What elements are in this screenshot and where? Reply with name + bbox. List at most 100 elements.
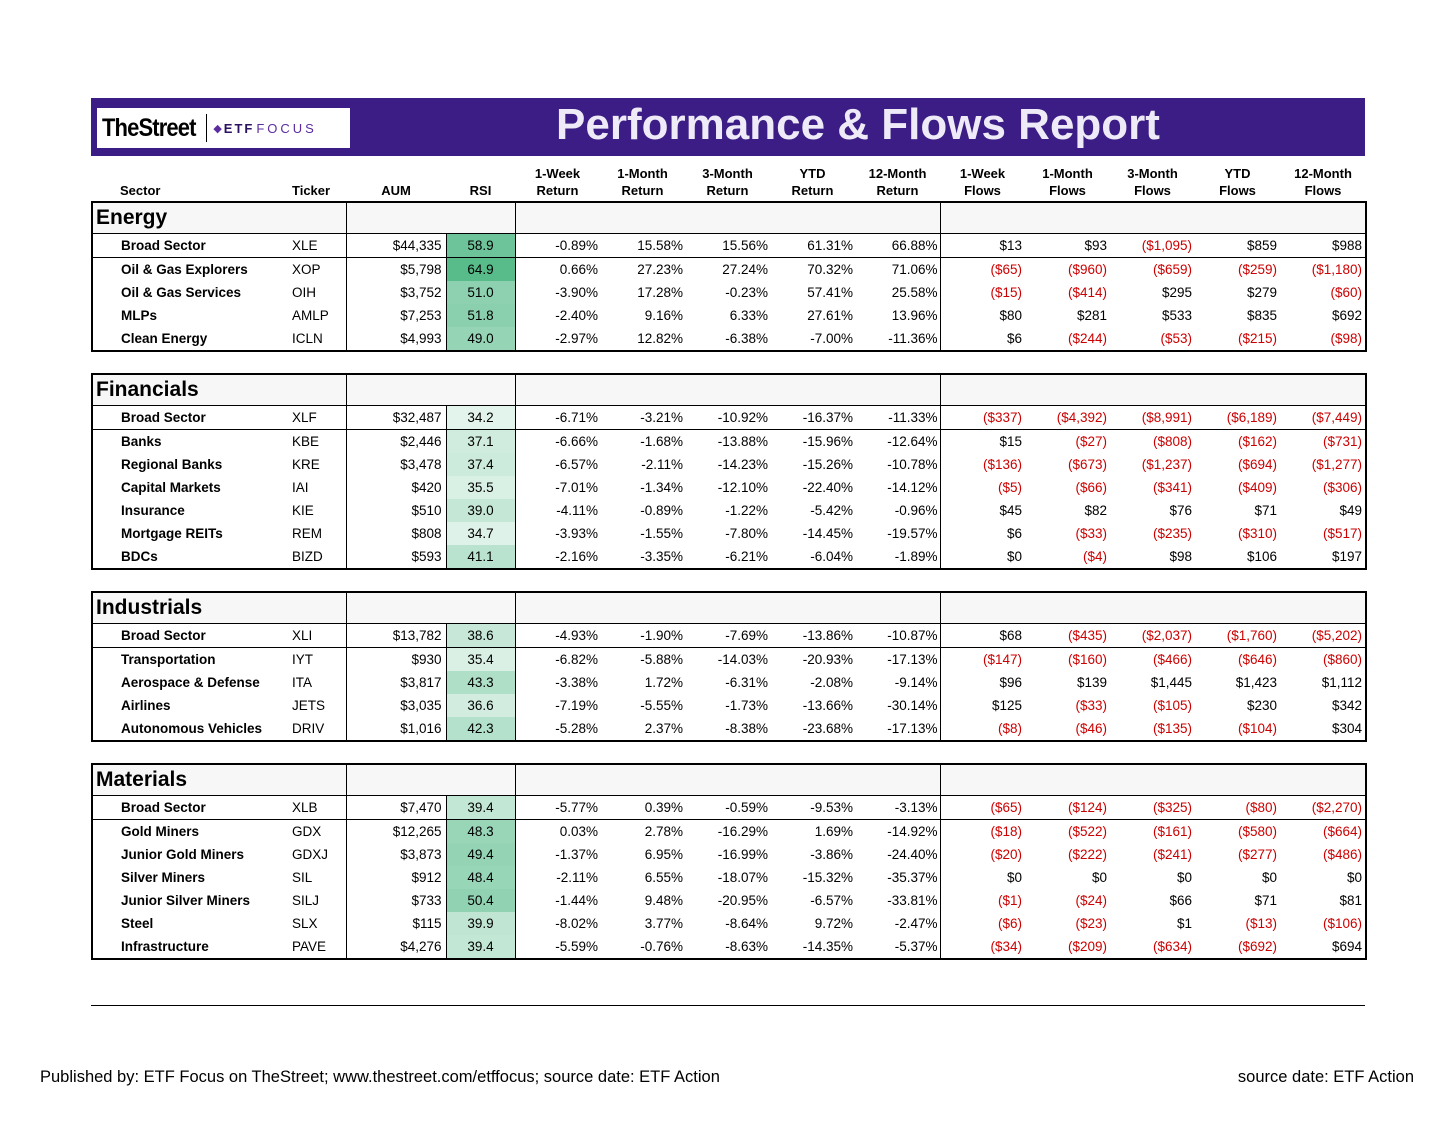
aum-cell: $4,993 bbox=[345, 327, 446, 352]
flow-cell: $0 bbox=[939, 545, 1025, 570]
flow-cell: ($808) bbox=[1152, 434, 1192, 449]
header-ret-ytd: YTD Return bbox=[791, 166, 834, 198]
sector-name-cell: Gold Miners bbox=[91, 819, 283, 843]
return-cell: 27.23% bbox=[637, 262, 683, 277]
flow-cell: ($522) bbox=[1067, 824, 1107, 839]
flow-cell: ($60) bbox=[1280, 281, 1367, 304]
aum-cell: $733 bbox=[345, 889, 446, 912]
section-aum-rsi-cell bbox=[345, 373, 515, 406]
ticker-cell: PAVE bbox=[283, 935, 346, 960]
table-row: Regional Banks KRE $3,478 37.4 -6.57% -2.11% -… bbox=[91, 453, 1367, 476]
flow-cell: ($105) bbox=[1152, 698, 1192, 713]
return-cell: -1.73% bbox=[725, 698, 768, 713]
flow-cell: ($2,270) bbox=[1280, 795, 1367, 820]
sector-name-cell: Banks bbox=[91, 429, 283, 453]
return-cell: -14.12% bbox=[887, 480, 938, 495]
flow-cell: ($325) bbox=[1110, 795, 1195, 820]
return-cell: 27.61% bbox=[807, 308, 853, 323]
flow-cell: $66 bbox=[1169, 893, 1192, 908]
table-row: Banks KBE $2,446 37.1 -6.66% -1.68% -13.88% -15… bbox=[91, 429, 1367, 453]
return-cell: -30.14% bbox=[887, 698, 938, 713]
return-cell: -5.42% bbox=[810, 503, 853, 518]
aum-cell: $2,446 bbox=[345, 429, 446, 453]
aum-cell: $32,487 bbox=[345, 405, 446, 430]
flow-cell: ($162) bbox=[1237, 434, 1277, 449]
rsi-cell: 49.4 bbox=[445, 843, 515, 866]
ticker-cell: XLF bbox=[283, 405, 346, 430]
section-name: Industrials bbox=[91, 591, 346, 624]
flow-cell: ($306) bbox=[1280, 476, 1367, 499]
sector-name-cell: Clean Energy bbox=[91, 327, 283, 352]
return-cell: -9.14% bbox=[894, 675, 938, 690]
flow-cell: ($1) bbox=[939, 889, 1025, 912]
return-cell: -1.68% bbox=[640, 434, 683, 449]
flow-cell: ($486) bbox=[1280, 843, 1367, 866]
flow-cell: ($6,189) bbox=[1195, 405, 1280, 430]
return-cell: 17.28% bbox=[637, 285, 683, 300]
flow-cell: ($341) bbox=[1152, 480, 1192, 495]
table-row: Capital Markets IAI $420 35.5 -7.01% -1.34% -1… bbox=[91, 476, 1367, 499]
return-cell: -1.55% bbox=[640, 526, 683, 541]
rsi-cell: 48.4 bbox=[445, 866, 515, 889]
rsi-cell: 39.0 bbox=[445, 499, 515, 522]
return-cell: 2.37% bbox=[600, 717, 685, 742]
return-cell: -16.29% bbox=[717, 824, 768, 839]
return-cell: -6.21% bbox=[685, 545, 770, 570]
flow-cell: $6 bbox=[939, 522, 1025, 545]
ticker-cell: XOP bbox=[292, 262, 321, 277]
return-cell: -15.32% bbox=[802, 870, 853, 885]
ticker-cell: REM bbox=[292, 526, 322, 541]
flow-cell: ($23) bbox=[1075, 916, 1107, 931]
return-cell: 2.78% bbox=[644, 824, 683, 839]
flow-cell: ($1,277) bbox=[1280, 453, 1367, 476]
flow-cell: ($2,037) bbox=[1110, 623, 1195, 648]
rsi-cell: 36.6 bbox=[445, 694, 515, 717]
sector-name-cell: Airlines bbox=[91, 694, 283, 717]
return-cell: -14.92% bbox=[887, 824, 938, 839]
flow-cell: ($4,392) bbox=[1025, 405, 1110, 430]
aum-cell: $1,016 bbox=[345, 717, 446, 742]
return-cell: -0.76% bbox=[600, 935, 685, 960]
sector-name-cell: Broad Sector bbox=[91, 795, 283, 820]
ticker-cell: GDX bbox=[292, 824, 322, 839]
section-flows-cell bbox=[939, 591, 1367, 624]
flow-cell: $93 bbox=[1025, 233, 1110, 258]
flow-cell: $45 bbox=[939, 499, 1025, 522]
flow-cell: ($66) bbox=[1075, 480, 1107, 495]
header-flow-12m: 12-Month Flows bbox=[1294, 166, 1352, 198]
section-aum-rsi-cell bbox=[345, 591, 515, 624]
rsi-cell: 58.9 bbox=[445, 233, 515, 258]
return-cell: -3.35% bbox=[600, 545, 685, 570]
table-row: Oil & Gas Explorers XOP $5,798 64.9 0.66% 27.… bbox=[91, 257, 1367, 281]
table-row: Broad Sector XLF $32,487 34.2 -6.71% -3.21% -1… bbox=[91, 405, 1367, 430]
return-cell: -1.22% bbox=[725, 503, 768, 518]
ticker-cell: BIZD bbox=[283, 545, 346, 570]
return-cell: 15.56% bbox=[685, 233, 770, 258]
flow-cell: $98 bbox=[1110, 545, 1195, 570]
return-cell: 9.72% bbox=[814, 916, 853, 931]
header-ticker: Ticker bbox=[292, 183, 331, 198]
flow-cell: ($659) bbox=[1152, 262, 1192, 277]
return-cell: -3.93% bbox=[514, 522, 600, 545]
logo-thestreet-text: TheStreet bbox=[102, 113, 196, 142]
return-cell: -8.38% bbox=[685, 717, 770, 742]
table-row: Broad Sector XLI $13,782 38.6 -4.93% -1.90% -7… bbox=[91, 623, 1367, 648]
return-cell: -35.37% bbox=[887, 870, 938, 885]
ticker-cell: IAI bbox=[292, 480, 309, 495]
flow-cell: $342 bbox=[1280, 694, 1367, 717]
rsi-cell: 43.3 bbox=[445, 671, 515, 694]
flow-cell: ($135) bbox=[1110, 717, 1195, 742]
return-cell: -11.36% bbox=[855, 327, 940, 352]
return-cell: -14.35% bbox=[770, 935, 855, 960]
return-cell: 15.58% bbox=[600, 233, 685, 258]
sector-name-cell: Steel bbox=[91, 912, 283, 935]
table-body: Energy Broad Sector XLE $44,335 58.9 -0.89% 15… bbox=[91, 201, 1367, 960]
sector-name-cell: MLPs bbox=[91, 304, 283, 327]
return-cell: -6.82% bbox=[514, 647, 600, 671]
aum-cell: $7,253 bbox=[345, 304, 446, 327]
rsi-cell: 39.4 bbox=[445, 935, 515, 960]
flow-cell: $96 bbox=[939, 671, 1025, 694]
return-cell: -14.23% bbox=[717, 457, 768, 472]
rsi-cell: 51.0 bbox=[445, 281, 515, 304]
flow-cell: ($65) bbox=[939, 795, 1025, 820]
